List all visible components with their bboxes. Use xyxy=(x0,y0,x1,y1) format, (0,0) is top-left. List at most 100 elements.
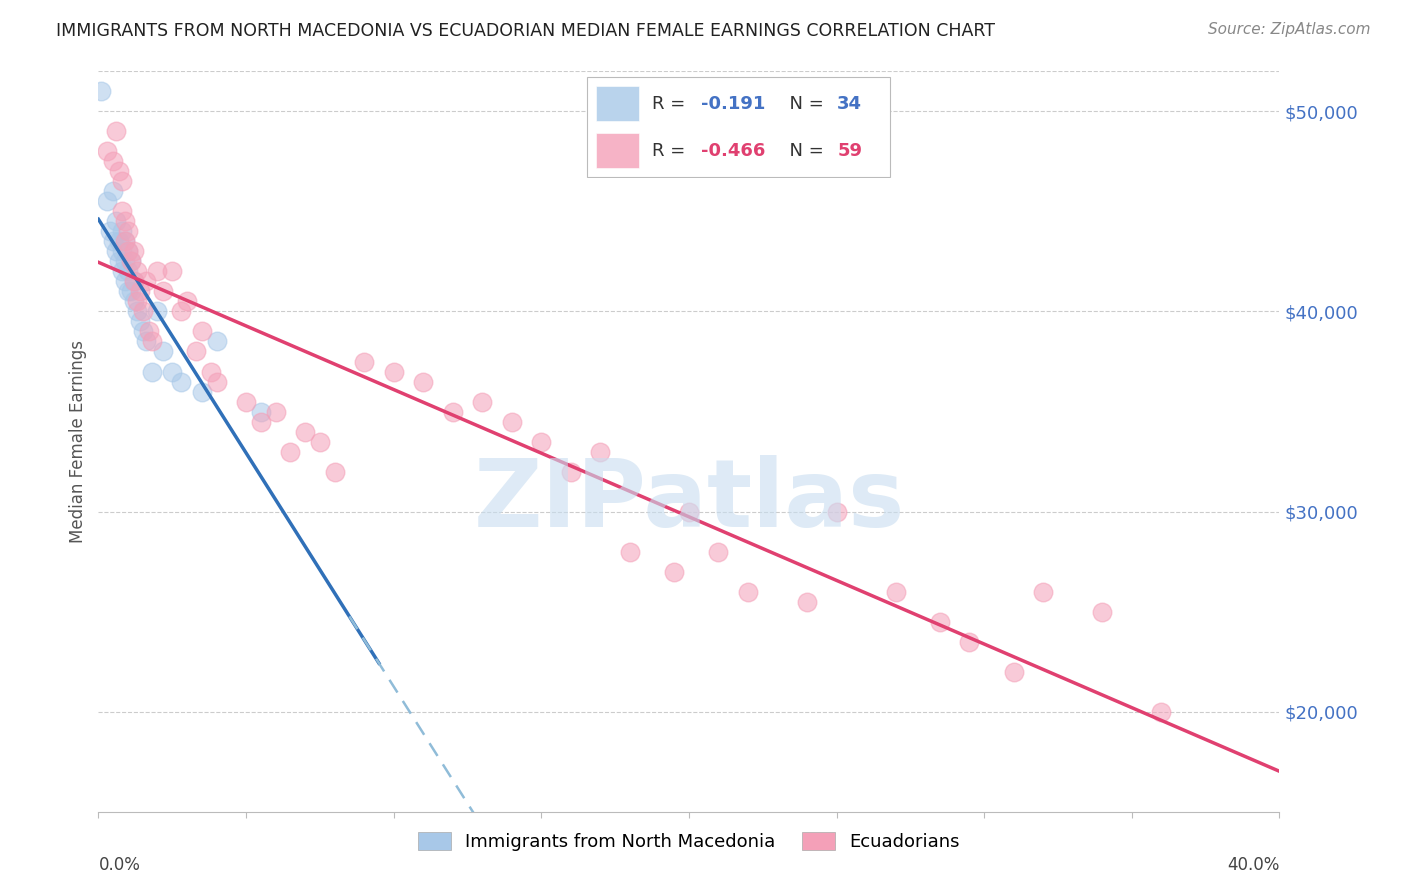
Point xyxy=(103,235,125,249)
Text: 0.0%: 0.0% xyxy=(98,855,141,874)
Text: 40.0%: 40.0% xyxy=(1227,855,1279,874)
Point xyxy=(250,415,273,429)
Point xyxy=(108,164,131,178)
Point xyxy=(501,415,523,429)
Point xyxy=(560,465,582,479)
Text: IMMIGRANTS FROM NORTH MACEDONIA VS ECUADORIAN MEDIAN FEMALE EARNINGS CORRELATION: IMMIGRANTS FROM NORTH MACEDONIA VS ECUAD… xyxy=(56,22,995,40)
Text: R =: R = xyxy=(651,142,690,160)
Point xyxy=(294,425,316,439)
Point xyxy=(128,285,150,299)
Point xyxy=(103,154,125,169)
Point xyxy=(205,375,228,389)
Point xyxy=(250,404,273,418)
Point xyxy=(128,314,150,328)
Point xyxy=(152,344,174,359)
Point xyxy=(1032,584,1054,599)
Bar xyxy=(596,87,640,121)
Point xyxy=(122,275,145,289)
Text: -0.466: -0.466 xyxy=(702,142,765,160)
Text: Source: ZipAtlas.com: Source: ZipAtlas.com xyxy=(1208,22,1371,37)
Point xyxy=(111,264,134,278)
Point xyxy=(96,194,118,209)
Point xyxy=(884,584,907,599)
Point xyxy=(280,444,302,458)
Point xyxy=(170,375,193,389)
Point xyxy=(117,224,139,238)
Point xyxy=(619,544,641,558)
Text: N =: N = xyxy=(779,142,830,160)
Text: -0.191: -0.191 xyxy=(702,95,765,112)
Point xyxy=(353,354,375,368)
Point xyxy=(114,254,136,268)
Point xyxy=(108,254,131,268)
Point xyxy=(135,275,157,289)
Point xyxy=(1150,705,1173,719)
Point xyxy=(1091,605,1114,619)
Point xyxy=(959,634,981,648)
Point xyxy=(323,465,346,479)
Point xyxy=(135,334,157,349)
Point xyxy=(162,364,183,378)
Point xyxy=(235,394,257,409)
Point xyxy=(184,344,207,359)
Point xyxy=(105,124,128,138)
Point xyxy=(191,384,214,399)
Point xyxy=(90,84,112,98)
Point xyxy=(120,254,142,268)
Point xyxy=(146,264,169,278)
Point xyxy=(589,444,612,458)
Point xyxy=(117,244,139,259)
Point xyxy=(117,285,139,299)
Point xyxy=(309,434,332,449)
Point xyxy=(678,505,700,519)
Point xyxy=(707,544,730,558)
Point xyxy=(146,304,169,318)
Point xyxy=(441,404,464,418)
Text: ZIPatlas: ZIPatlas xyxy=(474,455,904,547)
Point xyxy=(108,235,131,249)
Point xyxy=(111,204,134,219)
Point xyxy=(138,325,160,339)
Point xyxy=(737,584,759,599)
Point xyxy=(125,304,148,318)
Point xyxy=(111,174,134,188)
Point xyxy=(117,264,139,278)
Point xyxy=(929,615,952,629)
Point xyxy=(162,264,183,278)
Point xyxy=(125,264,148,278)
Point xyxy=(825,505,848,519)
Y-axis label: Median Female Earnings: Median Female Earnings xyxy=(69,340,87,543)
Point xyxy=(191,325,214,339)
Point xyxy=(132,304,155,318)
Bar xyxy=(596,133,640,168)
Point xyxy=(98,224,121,238)
Point xyxy=(382,364,405,378)
Point xyxy=(117,244,139,259)
Point xyxy=(105,244,128,259)
Point xyxy=(122,244,145,259)
Point xyxy=(264,404,287,418)
Text: R =: R = xyxy=(651,95,690,112)
Text: 59: 59 xyxy=(837,142,862,160)
Point xyxy=(176,294,198,309)
Legend: Immigrants from North Macedonia, Ecuadorians: Immigrants from North Macedonia, Ecuador… xyxy=(411,825,967,858)
Point xyxy=(96,145,118,159)
Text: 34: 34 xyxy=(837,95,862,112)
Point xyxy=(114,214,136,228)
Point xyxy=(120,285,142,299)
Point xyxy=(141,364,163,378)
Text: N =: N = xyxy=(779,95,830,112)
Point xyxy=(170,304,193,318)
Point xyxy=(114,275,136,289)
Point xyxy=(105,214,128,228)
Point xyxy=(152,285,174,299)
Point xyxy=(200,364,222,378)
Point xyxy=(122,275,145,289)
Point xyxy=(125,294,148,309)
FancyBboxPatch shape xyxy=(586,77,890,178)
Point xyxy=(120,254,142,268)
Point xyxy=(114,235,136,249)
Point xyxy=(471,394,494,409)
Point xyxy=(111,224,134,238)
Point xyxy=(103,185,125,199)
